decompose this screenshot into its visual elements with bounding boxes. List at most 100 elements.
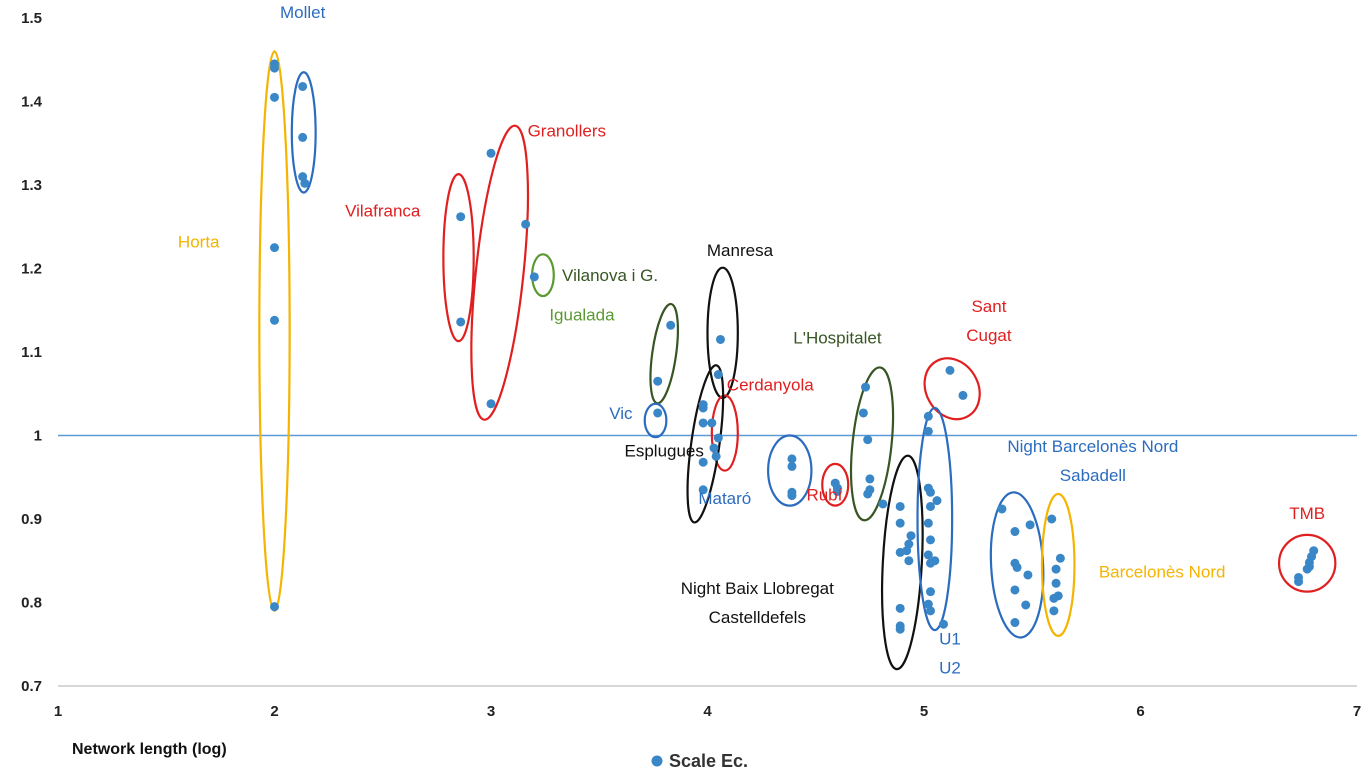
cluster-ellipses: [258, 50, 1337, 671]
y-tick-label: 1.2: [21, 261, 42, 278]
cluster-label: Night Baix Llobregat: [681, 579, 834, 598]
data-point: [925, 558, 935, 568]
x-axis-title: Network length (log): [72, 741, 227, 758]
data-point: [298, 132, 308, 142]
data-point: [858, 408, 868, 418]
cluster-label: Rubí: [806, 486, 842, 505]
cluster-label: Granollers: [528, 122, 606, 141]
cluster-label: Mollet: [280, 3, 326, 22]
cluster-ellipse: [442, 173, 475, 343]
cluster-label: Barcelonès Nord: [1099, 562, 1226, 581]
cluster-label: Vic: [609, 404, 633, 423]
data-point: [270, 63, 279, 73]
data-point: [270, 92, 279, 102]
data-point: [707, 418, 717, 428]
data-point: [698, 485, 708, 495]
data-point: [698, 457, 708, 467]
cluster-ellipse: [821, 462, 850, 507]
legend-label: Scale Ec.: [669, 751, 748, 771]
data-point: [666, 320, 676, 330]
cluster-ellipse: [1040, 492, 1076, 637]
data-point: [997, 504, 1007, 514]
cluster-ellipse: [470, 124, 530, 421]
data-points: [270, 59, 1319, 634]
data-point: [863, 489, 873, 499]
data-point: [1025, 520, 1035, 530]
data-point: [653, 376, 663, 386]
data-point: [486, 148, 496, 158]
data-point: [925, 535, 935, 545]
cluster-labels: Horta Mollet Vilafranca Granollers Igualada V…: [178, 3, 1325, 677]
data-point: [923, 550, 933, 560]
cluster-ellipse: [643, 402, 668, 439]
x-tick-label: 3: [487, 703, 495, 720]
cluster-ellipse: [649, 302, 679, 405]
y-tick-label: 0.8: [21, 595, 42, 612]
data-point: [1304, 562, 1314, 572]
data-point: [895, 518, 905, 528]
cluster-ellipse: [258, 50, 291, 612]
data-point: [925, 587, 935, 597]
data-point: [270, 243, 279, 253]
data-point: [923, 518, 933, 528]
cluster-label: Vilanova i G.: [562, 266, 658, 285]
data-point: [906, 531, 916, 541]
data-point: [832, 486, 842, 496]
data-point: [895, 547, 905, 557]
cluster-label: Vilafranca: [345, 202, 421, 221]
data-point: [861, 382, 871, 392]
data-point: [925, 606, 935, 616]
data-point: [698, 418, 708, 428]
y-tick-label: 0.7: [21, 678, 42, 695]
data-point: [1012, 562, 1022, 572]
data-point: [715, 334, 725, 344]
cluster-ellipse: [916, 406, 954, 632]
data-point: [878, 499, 888, 509]
y-axis-ticks: 0.7 0.8 0.9 1 1.1 1.2 1.3 1.4 1.5: [21, 10, 43, 695]
cluster-label: U2: [939, 658, 961, 677]
data-point: [713, 433, 723, 443]
data-point: [300, 178, 310, 188]
data-point: [925, 501, 935, 511]
data-point: [895, 603, 905, 613]
y-tick-label: 0.9: [21, 511, 42, 528]
cluster-ellipse: [1277, 533, 1337, 593]
cluster-label: Night Barcelonès Nord: [1007, 437, 1178, 456]
cluster-label: Horta: [178, 233, 220, 252]
data-point: [787, 454, 797, 464]
data-point: [1309, 546, 1319, 556]
data-point: [1010, 527, 1020, 537]
cluster-label: Castelldefels: [709, 608, 806, 627]
data-point: [521, 219, 531, 229]
data-point: [456, 212, 466, 222]
data-point: [1049, 606, 1059, 616]
data-point: [895, 501, 905, 511]
y-tick-label: 1: [34, 428, 42, 445]
data-point: [932, 496, 942, 506]
data-point: [270, 602, 279, 612]
data-point: [1047, 514, 1057, 524]
data-point: [1010, 618, 1020, 628]
cluster-label: U1: [939, 629, 961, 648]
legend-marker: [651, 755, 663, 767]
cluster-ellipse: [767, 434, 813, 507]
cluster-label: Cerdanyola: [727, 375, 814, 394]
x-tick-label: 6: [1136, 703, 1144, 720]
cluster-ellipse: [686, 364, 725, 524]
data-point: [1049, 593, 1059, 603]
cluster-label: Sant: [971, 297, 1006, 316]
data-point: [1051, 578, 1061, 588]
x-tick-label: 4: [703, 703, 712, 720]
data-point: [787, 491, 797, 501]
data-point: [1021, 600, 1031, 610]
cluster-label: Igualada: [549, 305, 615, 324]
cluster-label: Cugat: [966, 326, 1012, 345]
data-point: [945, 365, 955, 375]
data-point: [923, 426, 933, 436]
data-point: [895, 624, 905, 634]
y-tick-label: 1.1: [21, 344, 42, 361]
cluster-ellipse: [710, 394, 739, 472]
data-point: [925, 487, 935, 497]
cluster-label: Sabadell: [1060, 466, 1126, 485]
